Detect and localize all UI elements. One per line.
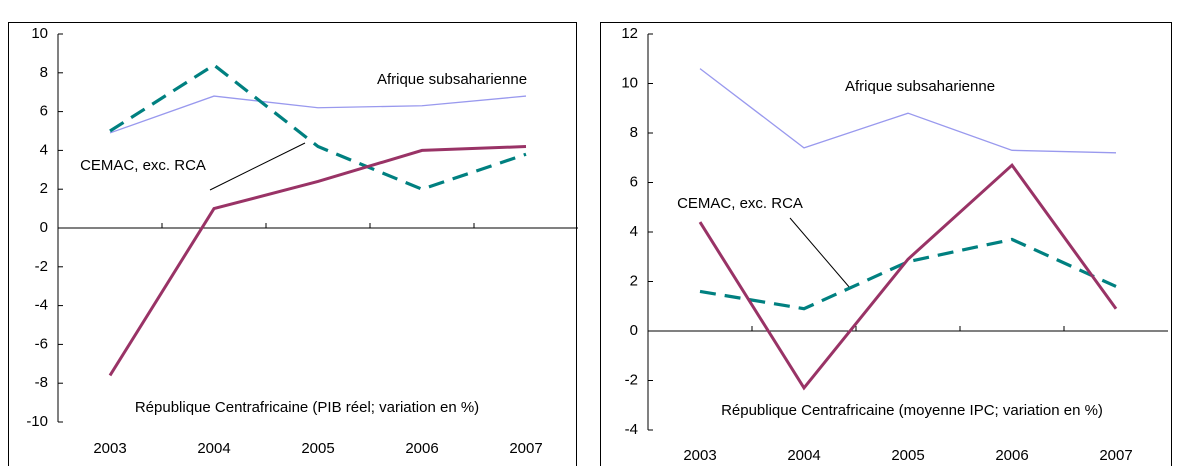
series-label: Afrique subsaharienne [377,71,527,88]
y-tick-label: -8 [35,374,48,391]
y-tick-label: 4 [630,223,638,240]
y-tick-label: -4 [35,297,48,314]
y-tick-label: 0 [630,322,638,339]
x-tick-label: 2005 [891,447,924,464]
y-tick-label: -4 [625,421,638,438]
series-line [699,68,1117,154]
chart-frame [600,22,1172,466]
series-line [698,162,1118,391]
y-tick-label: 2 [40,180,48,197]
series-label: CEMAC, exc. RCA [80,157,206,174]
series-line [109,63,527,191]
y-tick-label: 0 [40,219,48,236]
y-tick-label: 4 [40,141,48,158]
y-tick-label: -6 [35,335,48,352]
leader-line [209,142,306,191]
series-label: Afrique subsaharienne [845,78,995,95]
y-tick-label: 12 [621,25,638,42]
x-tick-label: 2004 [197,440,230,457]
x-tick-label: 2003 [683,447,716,464]
y-tick-label: 8 [40,64,48,81]
series-label: République Centrafricaine (moyenne IPC; … [721,402,1103,419]
series-line [699,237,1117,311]
y-tick-label: -2 [35,258,48,275]
y-tick-label: -2 [625,371,638,388]
y-tick-label: 2 [630,272,638,289]
y-tick-label: 10 [31,25,48,42]
series-label: CEMAC, exc. RCA [677,195,803,212]
chart-frame [8,22,577,466]
series-label: République Centrafricaine (PIB réel; var… [135,399,479,416]
y-tick-label: 10 [621,74,638,91]
x-tick-label: 2004 [787,447,820,464]
x-tick-label: 2007 [1099,447,1132,464]
x-tick-label: 2007 [509,440,542,457]
series-line [108,145,527,377]
y-tick-label: 6 [40,103,48,120]
series-line [109,95,527,134]
leader-line [789,217,851,289]
x-tick-label: 2003 [93,440,126,457]
x-tick-label: 2005 [301,440,334,457]
x-tick-label: 2006 [405,440,438,457]
y-tick-label: 6 [630,173,638,190]
x-tick-label: 2006 [995,447,1028,464]
y-tick-label: 8 [630,124,638,141]
y-tick-label: -10 [26,413,48,430]
